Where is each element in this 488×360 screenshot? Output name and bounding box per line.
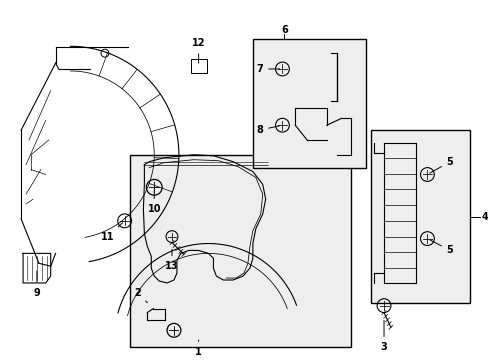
Text: 1: 1 [195, 340, 202, 357]
Bar [370, 130, 469, 303]
Text: 5: 5 [429, 157, 452, 173]
Bar [190, 59, 206, 73]
Text: 6: 6 [281, 24, 287, 35]
Text: 11: 11 [101, 223, 122, 242]
Text: 3: 3 [380, 320, 386, 352]
Text: 10: 10 [147, 190, 161, 214]
Text: 4: 4 [481, 212, 488, 222]
Text: 12: 12 [191, 38, 205, 63]
Bar [129, 155, 351, 347]
Text: 7: 7 [256, 64, 279, 74]
Text: 5: 5 [429, 240, 452, 256]
Text: 8: 8 [256, 125, 279, 135]
Bar [252, 39, 366, 168]
Text: 9: 9 [34, 271, 40, 298]
Text: 13: 13 [165, 249, 179, 271]
Text: 2: 2 [134, 288, 147, 303]
